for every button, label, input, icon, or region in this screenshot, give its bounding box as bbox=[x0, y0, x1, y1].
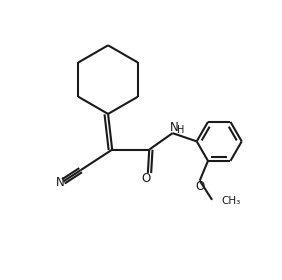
Text: CH₃: CH₃ bbox=[222, 196, 241, 206]
Text: O: O bbox=[195, 179, 204, 193]
Text: H: H bbox=[177, 125, 184, 135]
Text: N: N bbox=[56, 176, 65, 189]
Text: N: N bbox=[169, 121, 178, 134]
Text: O: O bbox=[142, 172, 151, 185]
